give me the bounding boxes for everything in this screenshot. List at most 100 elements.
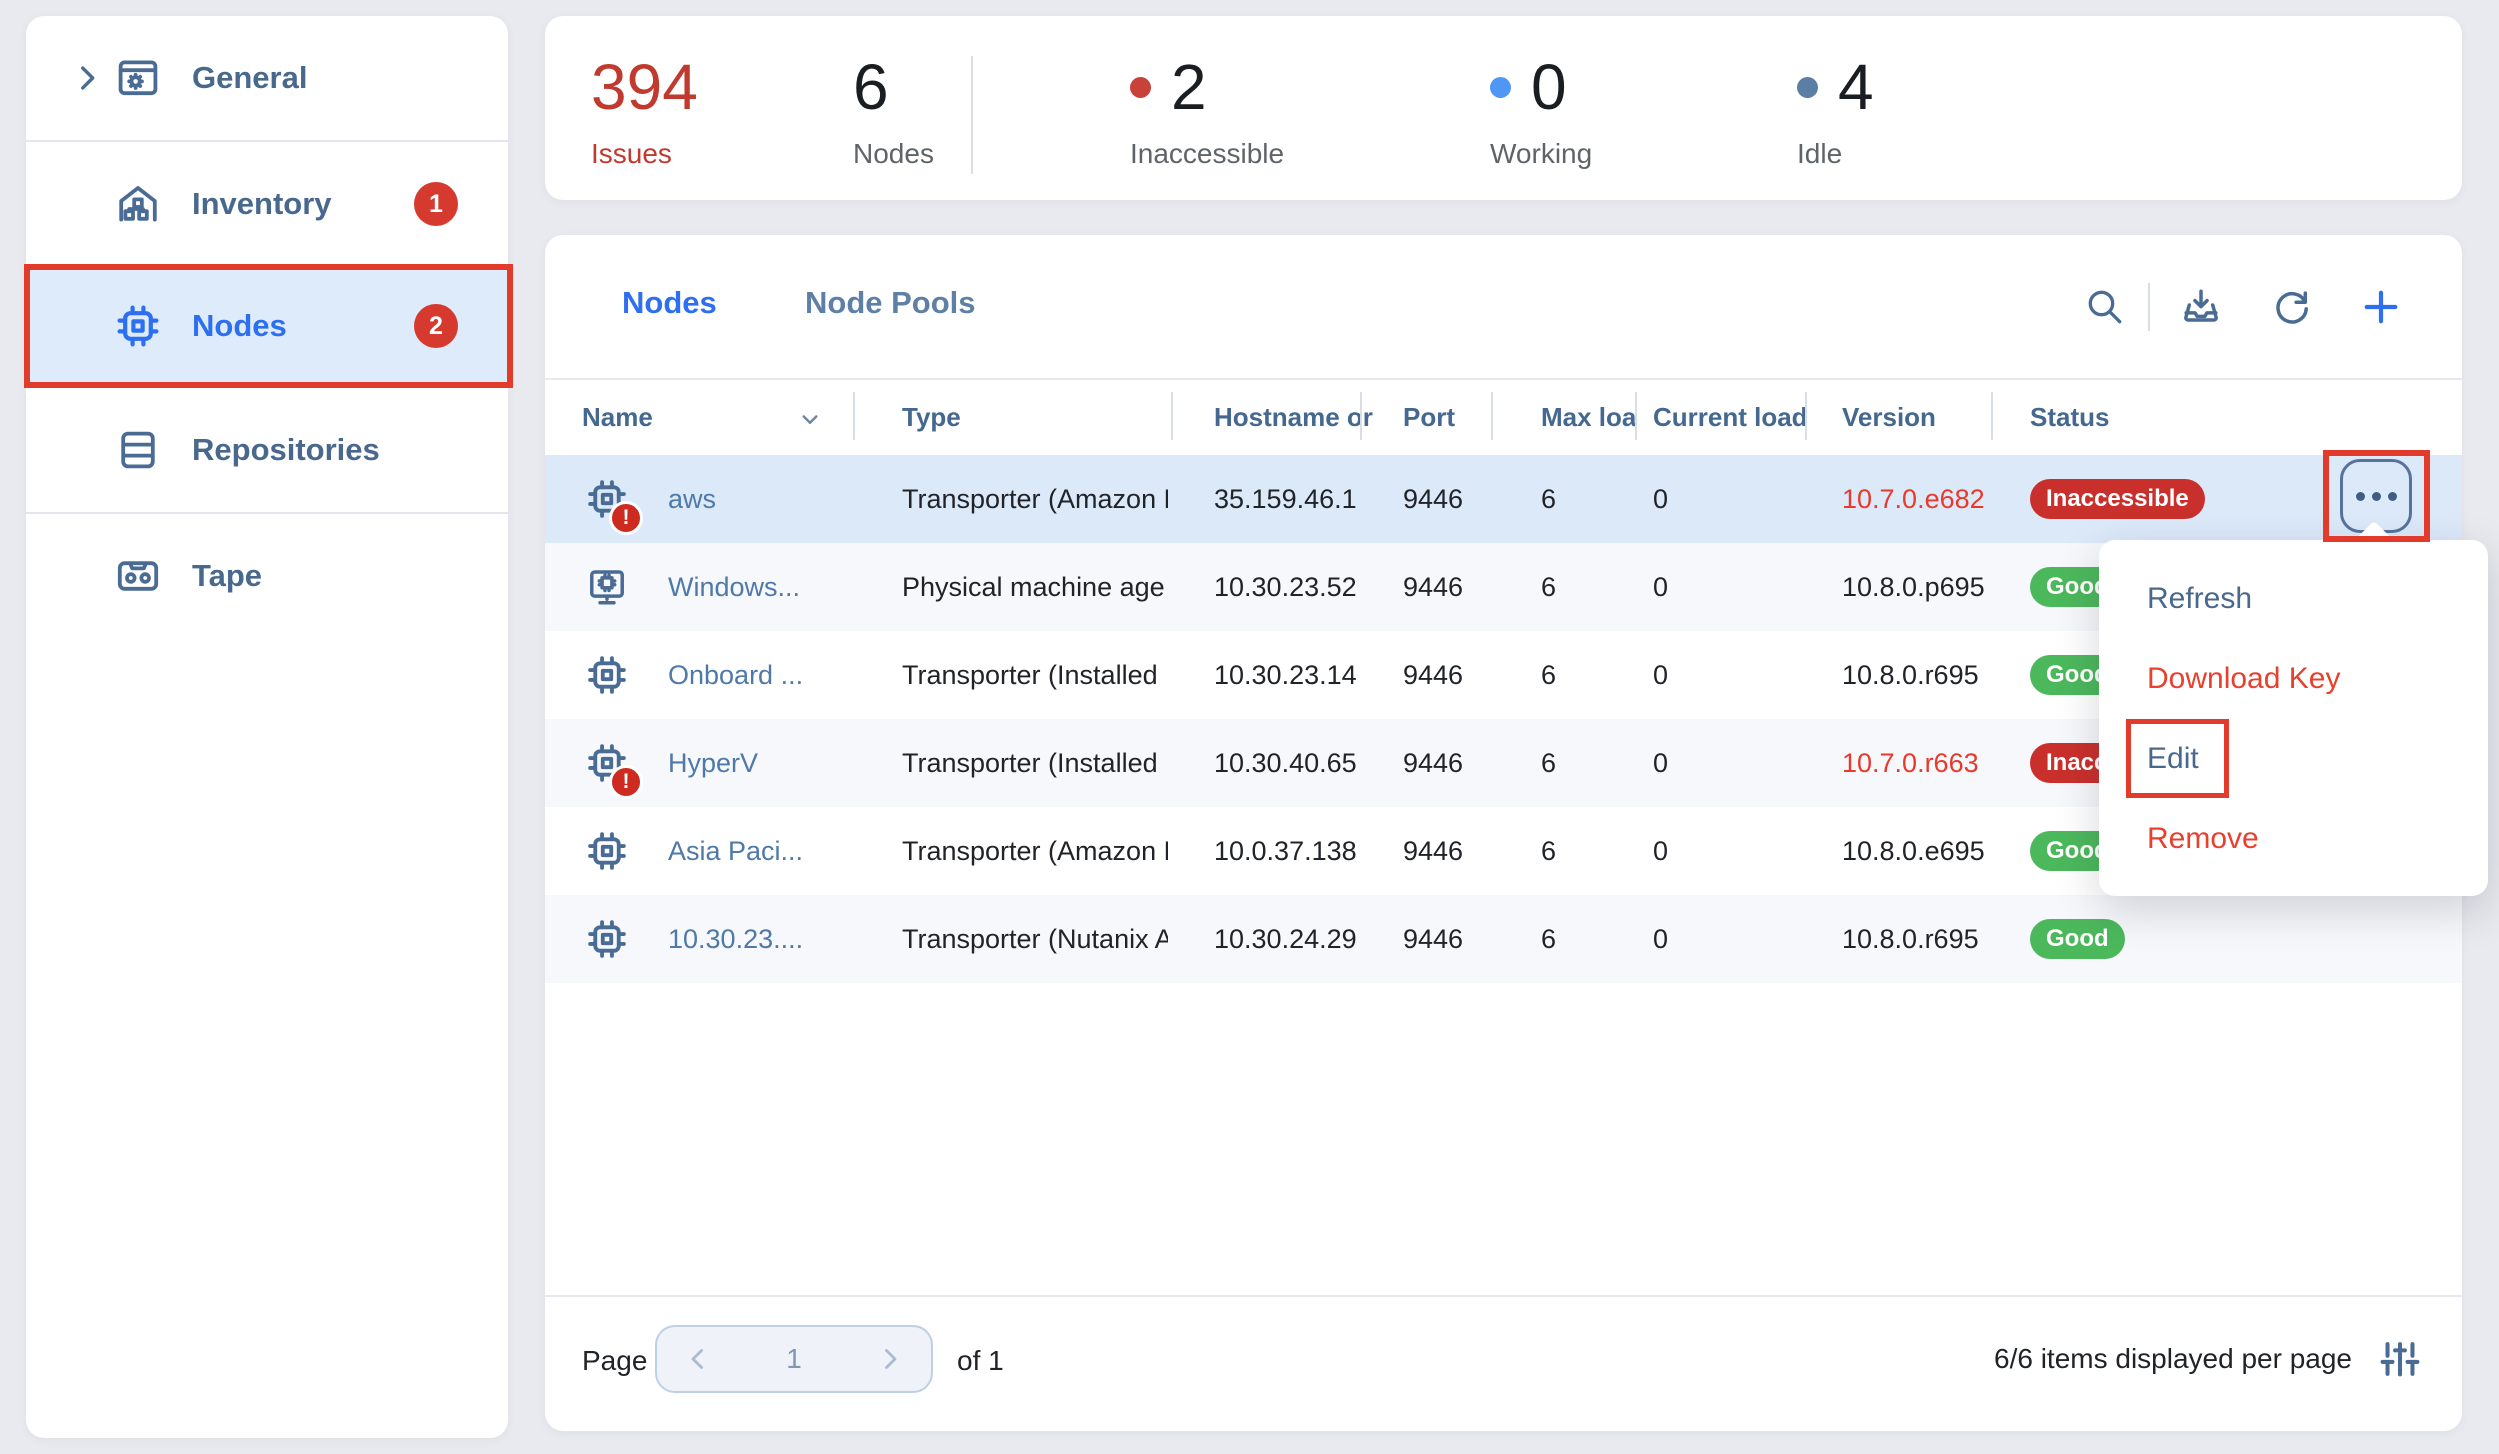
idle-dot [1797,76,1818,98]
inaccessible-count: 2 [1171,51,1207,123]
status-badge: Good [2030,919,2125,959]
repositories-icon [114,426,162,474]
col-current-load[interactable]: Current load [1653,402,1808,432]
col-hostname[interactable]: Hostname or [1214,402,1373,432]
node-max-load: 6 [1541,835,1557,866]
node-current-load: 0 [1653,659,1669,690]
node-version: 10.8.0.p695 [1842,571,1985,602]
node-hostname: 10.30.23.14 [1214,659,1357,690]
node-port: 9446 [1403,483,1464,514]
menu-item-remove[interactable]: Remove [2147,822,2259,855]
node-max-load: 6 [1541,923,1557,954]
node-current-load: 0 [1653,571,1669,602]
node-version: 10.7.0.e682 [1842,483,1985,514]
node-max-load: 6 [1541,483,1557,514]
sidebar-item-label: Inventory [192,186,332,221]
sidebar-item-inventory[interactable]: Inventory 1 [26,142,508,266]
inaccessible-dot [1130,76,1151,98]
node-name-link[interactable]: Windows... [668,571,801,602]
node-type: Transporter (Nutanix A [902,923,1168,954]
node-name-link[interactable]: HyperV [668,747,759,778]
node-name-link[interactable]: Onboard ... [668,659,804,690]
node-name-link[interactable]: Asia Paci... [668,835,804,866]
col-status[interactable]: Status [2030,402,2110,432]
sidebar-item-label: Tape [192,558,263,593]
panel-toolbar [2082,283,2404,331]
sidebar-item-label: Repositories [192,432,380,467]
node-current-load: 0 [1653,835,1669,866]
sidebar-item-nodes[interactable]: Nodes 2 [26,264,508,388]
node-name-link[interactable]: aws [668,483,717,514]
page-selector: 1 [655,1325,933,1393]
node-max-load: 6 [1541,747,1557,778]
sidebar-item-general[interactable]: General [26,16,508,140]
refresh-icon[interactable] [2268,284,2314,330]
page-number-input[interactable]: 1 [786,1343,802,1374]
col-name[interactable]: Name [582,402,653,432]
node-port: 9446 [1403,747,1464,778]
stat-idle: 4 Idle [1797,50,1874,170]
settings-sidebar: General Inventory 1 Nodes 2 [26,16,508,1438]
page-label: Page [582,1345,648,1376]
row-actions-menu: Refresh Download Key Edit Remove [2099,520,2488,896]
col-type[interactable]: Type [902,402,961,432]
sidebar-item-label: General [192,60,308,95]
table-row[interactable]: Asia Paci... Transporter (Amazon E 10.0.… [545,807,2462,895]
node-port: 9446 [1403,835,1464,866]
node-chip-icon [585,741,629,785]
node-type: Transporter (Installed [902,747,1158,778]
col-version[interactable]: Version [1842,402,1936,432]
node-hostname: 10.30.24.29 [1214,923,1357,954]
tab-node-pools[interactable]: Node Pools [805,285,976,320]
node-hostname: 10.30.40.65 [1214,747,1357,778]
table-header: Name Type Hostname or Port Max loa Curre… [545,378,2462,455]
node-chip-icon [585,917,629,961]
display-settings-icon[interactable] [2378,1337,2422,1381]
node-type: Physical machine age [902,571,1165,602]
node-hostname: 10.30.23.52 [1214,571,1357,602]
table-row[interactable]: 10.30.23.... Transporter (Nutanix A 10.3… [545,895,2462,983]
nodes-chip-icon [114,302,162,350]
physical-machine-icon [585,565,629,609]
chevron-right-icon[interactable] [70,61,104,95]
next-page-icon[interactable] [873,1342,907,1376]
status-badge: Inaccessible [2030,479,2205,519]
node-current-load: 0 [1653,923,1669,954]
sidebar-divider [26,140,508,142]
node-max-load: 6 [1541,659,1557,690]
issues-label: Issues [591,138,672,169]
nodes-issue-badge: 2 [414,304,458,348]
col-port[interactable]: Port [1403,402,1455,432]
node-name-link[interactable]: 10.30.23.... [668,923,804,954]
footer-divider [545,1295,2462,1297]
node-version: 10.7.0.r663 [1842,747,1979,778]
general-settings-icon [114,54,162,102]
issues-count: 394 [591,51,698,123]
search-icon[interactable] [2082,284,2128,330]
node-version: 10.8.0.r695 [1842,923,1979,954]
stat-working: 0 Working [1490,50,1592,170]
node-port: 9446 [1403,659,1464,690]
node-hostname: 35.159.46.1 [1214,483,1357,514]
node-version: 10.8.0.r695 [1842,659,1979,690]
sidebar-item-repositories[interactable]: Repositories [26,388,508,512]
node-type: Transporter (Amazon E [902,835,1168,866]
col-max-load[interactable]: Max loa [1541,402,1637,432]
tab-nodes[interactable]: Nodes [622,285,717,320]
download-icon[interactable] [2178,284,2224,330]
sort-chevron-icon[interactable] [795,404,825,434]
node-port: 9446 [1403,571,1464,602]
table-row[interactable]: ! aws Transporter (Amazon E 35.159.46.1 … [545,455,2462,543]
node-type: Transporter (Installed [902,659,1158,690]
nodes-label: Nodes [853,138,934,169]
stat-issues: 394 Issues [591,50,698,170]
sidebar-item-tape[interactable]: Tape [26,514,508,638]
menu-item-edit[interactable]: Edit [2147,742,2199,775]
node-current-load: 0 [1653,483,1669,514]
working-dot [1490,76,1511,98]
add-node-icon[interactable] [2358,284,2404,330]
node-version: 10.8.0.e695 [1842,835,1985,866]
prev-page-icon[interactable] [681,1342,715,1376]
menu-item-refresh[interactable]: Refresh [2147,582,2253,615]
menu-item-download-key[interactable]: Download Key [2147,662,2341,695]
